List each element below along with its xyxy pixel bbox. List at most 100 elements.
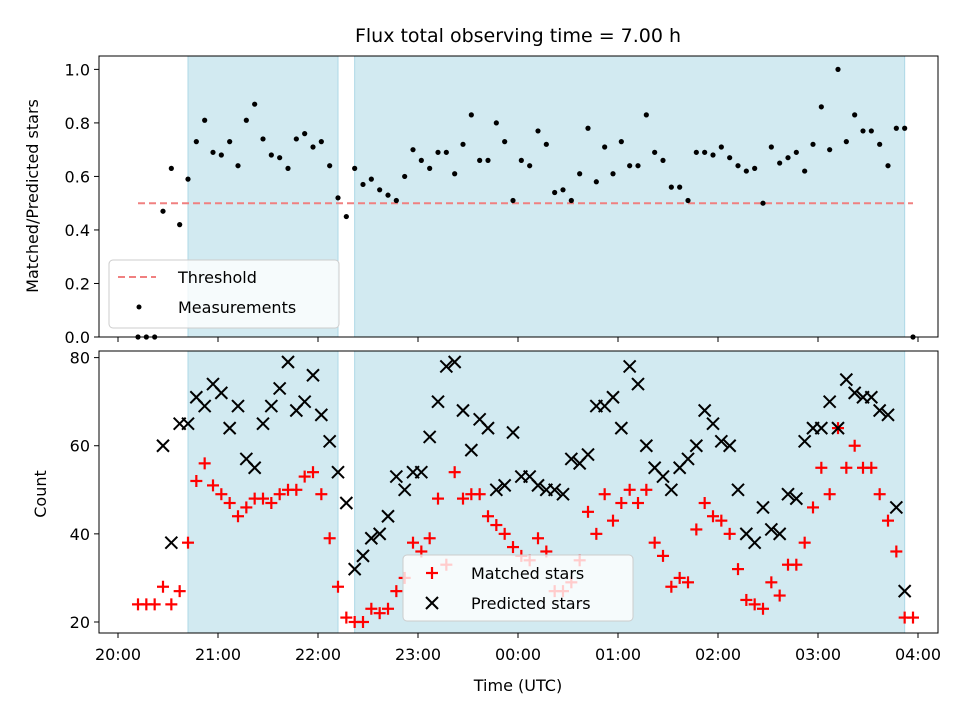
legend-predicted-swatch bbox=[425, 596, 439, 610]
predicted-star-point bbox=[747, 535, 762, 550]
measurement-point bbox=[877, 141, 883, 147]
measurement-point bbox=[343, 213, 349, 220]
measurement-point bbox=[868, 128, 874, 134]
predicted-star-point bbox=[431, 394, 445, 409]
measurement-point bbox=[227, 139, 233, 145]
matched-star-point bbox=[890, 545, 903, 558]
measurement-point bbox=[252, 101, 258, 107]
measurement-point bbox=[693, 149, 699, 155]
matched-star-point bbox=[190, 474, 203, 487]
matched-star-point bbox=[215, 488, 228, 501]
predicted-star-point bbox=[622, 359, 637, 374]
bottom-shaded-period bbox=[187, 350, 339, 634]
measurement-point bbox=[385, 192, 391, 198]
top-legend: Threshold Measurements bbox=[108, 259, 340, 329]
predicted-star-point bbox=[422, 430, 437, 444]
matched-star-point bbox=[390, 585, 403, 598]
matched-star-point bbox=[223, 497, 236, 510]
matched-star-point bbox=[865, 461, 878, 474]
matched-star-point bbox=[290, 483, 303, 496]
predicted-star-point bbox=[497, 478, 512, 493]
matched-star-point bbox=[765, 576, 778, 589]
matched-star-point bbox=[807, 501, 819, 514]
matched-star-point bbox=[257, 492, 269, 505]
predicted-star-point bbox=[389, 469, 404, 484]
predicted-star-point bbox=[414, 465, 429, 479]
measurement-point bbox=[860, 128, 866, 134]
measurement-point bbox=[535, 128, 541, 134]
matched-star-point bbox=[607, 514, 619, 527]
measurement-point bbox=[735, 163, 741, 169]
matched-star-point bbox=[848, 439, 861, 452]
matched-star-point bbox=[707, 510, 719, 523]
matched-star-point bbox=[365, 602, 378, 615]
measurement-point bbox=[218, 152, 224, 158]
predicted-star-point bbox=[164, 535, 179, 550]
measurement-point bbox=[718, 144, 724, 150]
measurement-point bbox=[743, 168, 749, 174]
matched-star-point bbox=[265, 497, 278, 510]
predicted-star-point bbox=[247, 461, 262, 475]
matched-star-point bbox=[232, 510, 244, 523]
matched-star-point bbox=[448, 466, 461, 479]
matched-star-point bbox=[790, 558, 803, 571]
predicted-star-point bbox=[839, 372, 854, 387]
predicted-star-point bbox=[722, 439, 737, 453]
measurement-point bbox=[643, 112, 649, 118]
measurement-point bbox=[185, 176, 191, 182]
bottom-x-ticks: 20:00 21:00 22:00 23:00 00:00 01:00 02:00 03:00… bbox=[95, 633, 941, 664]
measurement-point bbox=[510, 197, 516, 204]
measurement-point bbox=[468, 112, 474, 118]
matched-star-point bbox=[840, 461, 853, 474]
predicted-star-point bbox=[464, 443, 479, 457]
matched-star-point bbox=[598, 488, 611, 501]
matched-star-point bbox=[740, 593, 753, 606]
top-y-tick-label: 0.2 bbox=[65, 274, 90, 293]
matched-star-point bbox=[815, 461, 828, 474]
matched-star-point bbox=[240, 501, 253, 514]
top-x-ticks bbox=[117, 337, 919, 342]
measurement-point bbox=[652, 149, 658, 155]
measurement-point bbox=[752, 165, 758, 171]
x-tick-label: 22:00 bbox=[295, 645, 341, 664]
predicted-star-point bbox=[531, 478, 545, 493]
matched-star-point bbox=[615, 497, 628, 510]
measurement-point bbox=[543, 141, 549, 147]
predicted-star-point bbox=[872, 403, 887, 418]
measurement-point bbox=[568, 197, 574, 204]
matched-star-point bbox=[673, 571, 686, 584]
matched-star-point bbox=[148, 598, 161, 611]
measurement-point bbox=[235, 163, 241, 169]
bottom-legend: Matched stars Predicted stars bbox=[402, 554, 634, 622]
matched-star-point bbox=[640, 483, 653, 496]
matched-star-point bbox=[715, 514, 728, 527]
predicted-star-point bbox=[214, 386, 229, 400]
matched-star-points bbox=[132, 422, 919, 628]
matched-star-point bbox=[507, 541, 519, 554]
measurement-point bbox=[193, 139, 199, 145]
measurement-point bbox=[777, 160, 783, 166]
bottom-y-ticks: 20 40 60 80 bbox=[70, 349, 99, 632]
measurement-point bbox=[477, 157, 483, 163]
predicted-star-point bbox=[564, 452, 579, 466]
predicted-star-point bbox=[181, 416, 195, 431]
predicted-star-point bbox=[322, 434, 337, 449]
predicted-star-point bbox=[556, 487, 570, 501]
measurement-point bbox=[668, 184, 674, 190]
predicted-star-point bbox=[656, 469, 670, 484]
predicted-star-point bbox=[606, 390, 620, 404]
predicted-star-point bbox=[347, 562, 362, 576]
matched-star-point bbox=[340, 611, 353, 624]
matched-star-point bbox=[182, 536, 194, 549]
matched-star-point bbox=[357, 615, 369, 628]
matched-star-point bbox=[732, 563, 744, 576]
measurement-point bbox=[710, 152, 716, 158]
predicted-star-point bbox=[481, 421, 495, 435]
matched-star-point bbox=[407, 536, 419, 549]
matched-star-point bbox=[907, 611, 919, 624]
measurement-point bbox=[785, 155, 791, 161]
measurement-point bbox=[393, 197, 399, 204]
matched-star-point bbox=[165, 598, 178, 611]
measurement-point bbox=[902, 125, 908, 131]
x-tick-label: 00:00 bbox=[495, 645, 541, 664]
